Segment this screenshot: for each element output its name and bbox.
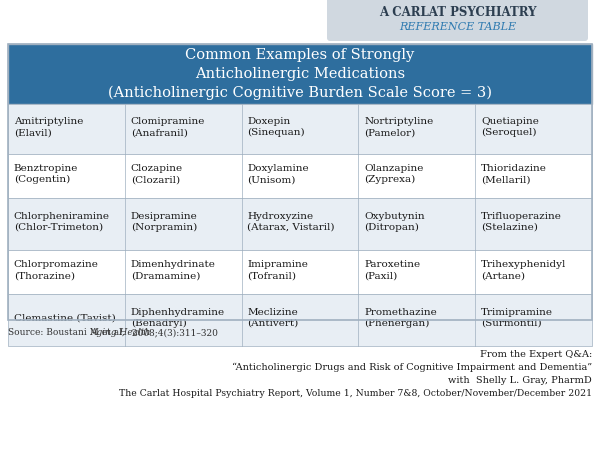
FancyBboxPatch shape xyxy=(8,198,592,250)
FancyBboxPatch shape xyxy=(327,0,588,41)
FancyBboxPatch shape xyxy=(8,154,592,198)
Text: Hydroxyzine
(Atarax, Vistaril): Hydroxyzine (Atarax, Vistaril) xyxy=(247,212,335,232)
Text: Desipramine
(Norpramin): Desipramine (Norpramin) xyxy=(131,212,197,232)
Text: Meclizine
(Antivert): Meclizine (Antivert) xyxy=(247,308,299,328)
Text: 2008;4(3):311–320: 2008;4(3):311–320 xyxy=(129,328,218,337)
Text: Clozapine
(Clozaril): Clozapine (Clozaril) xyxy=(131,164,183,184)
Text: Amitriptyline
(Elavil): Amitriptyline (Elavil) xyxy=(14,117,83,137)
Text: Chlorpheniramine
(Chlor-Trimeton): Chlorpheniramine (Chlor-Trimeton) xyxy=(14,212,110,232)
Text: with  Shelly L. Gray, PharmD: with Shelly L. Gray, PharmD xyxy=(448,376,592,385)
Text: From the Expert Q&A:: From the Expert Q&A: xyxy=(480,350,592,359)
Text: Common Examples of Strongly
Anticholinergic Medications
(Anticholinergic Cogniti: Common Examples of Strongly Anticholiner… xyxy=(108,48,492,100)
Text: Clemastine (Tavist): Clemastine (Tavist) xyxy=(14,314,116,322)
Text: “Anticholinergic Drugs and Risk of Cognitive Impairment and Dementia”: “Anticholinergic Drugs and Risk of Cogni… xyxy=(232,363,592,373)
Text: Dimenhydrinate
(Dramamine): Dimenhydrinate (Dramamine) xyxy=(131,260,215,280)
Text: Promethazine
(Phenergan): Promethazine (Phenergan) xyxy=(364,308,437,328)
Text: Benztropine
(Cogentin): Benztropine (Cogentin) xyxy=(14,164,78,184)
Text: Trihexyphenidyl
(Artane): Trihexyphenidyl (Artane) xyxy=(481,260,566,280)
Text: Doxepin
(Sinequan): Doxepin (Sinequan) xyxy=(247,117,305,137)
Text: Paroxetine
(Paxil): Paroxetine (Paxil) xyxy=(364,260,421,280)
Text: A CARLAT PSYCHIATRY: A CARLAT PSYCHIATRY xyxy=(379,6,536,19)
Text: Doxylamine
(Unisom): Doxylamine (Unisom) xyxy=(247,164,309,184)
Text: The Carlat Hospital Psychiatry Report, Volume 1, Number 7&8, October/November/De: The Carlat Hospital Psychiatry Report, V… xyxy=(119,389,592,398)
Text: Oxybutynin
(Ditropan): Oxybutynin (Ditropan) xyxy=(364,212,425,232)
Text: Clomipramine
(Anafranil): Clomipramine (Anafranil) xyxy=(131,117,205,137)
Text: Nortriptyline
(Pamelor): Nortriptyline (Pamelor) xyxy=(364,117,433,137)
Text: Thioridazine
(Mellaril): Thioridazine (Mellaril) xyxy=(481,164,547,184)
Text: Aging Health: Aging Health xyxy=(91,328,151,337)
Text: REFERENCE TABLE: REFERENCE TABLE xyxy=(399,22,516,32)
FancyBboxPatch shape xyxy=(8,294,592,346)
FancyBboxPatch shape xyxy=(8,250,592,294)
FancyBboxPatch shape xyxy=(8,44,592,104)
Text: Olanzapine
(Zyprexa): Olanzapine (Zyprexa) xyxy=(364,164,424,184)
Text: Diphenhydramine
(Benadryl): Diphenhydramine (Benadryl) xyxy=(131,308,225,328)
Text: Quetiapine
(Seroquel): Quetiapine (Seroquel) xyxy=(481,117,539,137)
Text: Imipramine
(Tofranil): Imipramine (Tofranil) xyxy=(247,260,308,280)
Text: Source: Boustani M et al,: Source: Boustani M et al, xyxy=(8,328,128,337)
Text: Trimipramine
(Surmontil): Trimipramine (Surmontil) xyxy=(481,308,553,328)
FancyBboxPatch shape xyxy=(8,104,592,154)
Text: Chlorpromazine
(Thorazine): Chlorpromazine (Thorazine) xyxy=(14,260,99,280)
Text: Trifluoperazine
(Stelazine): Trifluoperazine (Stelazine) xyxy=(481,212,562,232)
